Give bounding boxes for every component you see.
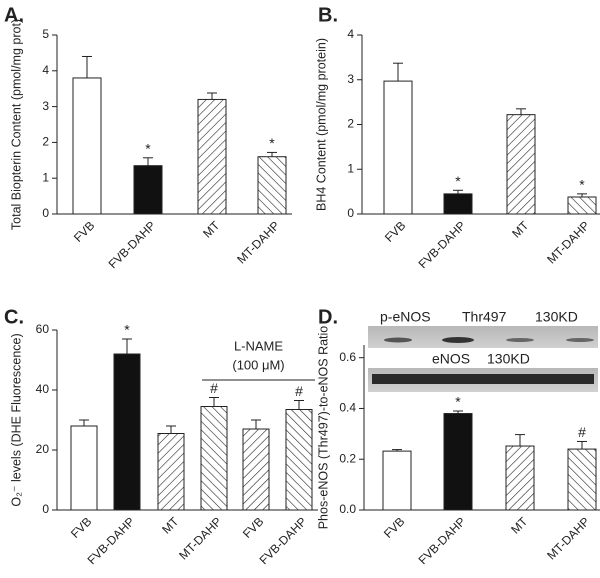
significance-marker: * — [145, 140, 151, 156]
y-tick-label: 40 — [36, 382, 50, 396]
panel-label: C. — [4, 306, 24, 328]
group-label: L-NAME — [234, 338, 283, 353]
y-tick-label: 3 — [42, 99, 49, 113]
y-tick-label: 20 — [36, 442, 50, 456]
x-tick-label: FVB-DAHP — [85, 514, 138, 567]
bar — [72, 77, 102, 215]
y-axis-label: BH4 Content (pmol/mg protein) — [314, 38, 328, 211]
error-bar — [577, 440, 587, 450]
x-tick-label: MT — [508, 514, 531, 537]
x-tick-label: MT — [200, 218, 223, 241]
error-bar — [79, 419, 89, 426]
blot-label: p-eNOS — [380, 309, 431, 325]
y-tick-label: 0.6 — [339, 350, 356, 364]
y-axis-label: O₂⁻ levels (DHE Fluorescence) — [9, 333, 23, 506]
bar — [285, 409, 313, 511]
bar — [157, 433, 185, 511]
bar — [197, 98, 227, 215]
panel-label: A. — [4, 4, 24, 26]
y-tick-label: 0.0 — [339, 502, 356, 516]
significance-marker: # — [578, 424, 586, 440]
y-axis-label: Phos-eNOS (Thr497)-to-eNOS Ratio — [316, 326, 330, 530]
significance-marker: * — [455, 394, 461, 410]
error-bar — [453, 410, 463, 414]
blot-label: Thr497 — [462, 309, 507, 325]
x-tick-label: FVB — [68, 514, 94, 540]
x-tick-label: MT — [159, 514, 182, 537]
western-blot — [368, 326, 598, 392]
bar — [133, 165, 163, 215]
y-tick-label: 1 — [42, 170, 49, 184]
significance-marker: * — [579, 177, 585, 193]
y-tick-label: 0 — [42, 206, 49, 220]
x-tick-label: MT-DAHP — [544, 218, 592, 266]
bar — [567, 448, 597, 511]
y-tick-label: 0 — [347, 206, 354, 220]
y-tick-label: 4 — [42, 63, 49, 77]
x-tick-label: FVB — [381, 514, 407, 540]
group-label: (100 μM) — [232, 357, 284, 372]
y-tick-label: 4 — [347, 27, 354, 41]
bar — [505, 445, 535, 511]
bar — [113, 353, 141, 511]
significance-marker: * — [269, 135, 275, 151]
x-tick-label: FVB-DAHP — [416, 218, 469, 271]
x-tick-label: MT-DAHP — [544, 514, 592, 562]
panel-label: B. — [318, 4, 338, 26]
error-bar — [392, 449, 402, 452]
bar — [443, 413, 473, 511]
bar — [506, 114, 536, 215]
blot-label: eNOS — [432, 351, 470, 367]
bar — [70, 425, 98, 511]
error-bar — [516, 108, 526, 115]
bar — [383, 80, 413, 215]
y-axis-label: Total Biopterin Content (pmol/mg prot) — [9, 19, 23, 230]
error-bar — [294, 400, 304, 410]
y-tick-label: 5 — [42, 27, 49, 41]
y-tick-label: 2 — [347, 117, 354, 131]
x-tick-label: MT — [509, 218, 532, 241]
error-bar — [209, 397, 219, 407]
error-bar — [251, 419, 261, 429]
x-tick-label: FVB — [382, 218, 408, 244]
x-tick-label: FVB — [71, 218, 97, 244]
significance-marker: * — [124, 322, 130, 338]
y-tick-label: 1 — [347, 161, 354, 175]
significance-marker: * — [455, 173, 461, 189]
bar — [567, 196, 597, 215]
blot-label: 130KD — [535, 309, 578, 325]
y-tick-label: 0 — [42, 502, 49, 516]
error-bar — [166, 425, 176, 434]
bar — [242, 428, 270, 511]
x-tick-label: FVB-DAHP — [106, 218, 159, 271]
error-bar — [453, 189, 463, 194]
significance-marker: # — [295, 383, 303, 399]
x-tick-label: FVB-DAHP — [416, 514, 469, 567]
y-tick-label: 60 — [36, 322, 50, 336]
panel-label: D. — [318, 306, 338, 328]
error-bar — [393, 62, 403, 82]
y-tick-label: 2 — [42, 135, 49, 149]
bar — [257, 156, 287, 215]
y-tick-label: 3 — [347, 72, 354, 86]
y-tick-label: 0.4 — [339, 401, 356, 415]
x-tick-label: FVB-DAHP — [257, 514, 310, 567]
bar — [382, 450, 412, 511]
error-bar — [577, 193, 587, 197]
error-bar — [515, 434, 525, 447]
x-tick-label: MT-DAHP — [234, 218, 282, 266]
error-bar — [143, 157, 153, 166]
x-tick-label: FVB — [240, 514, 266, 540]
bar — [443, 193, 473, 215]
error-bar — [82, 55, 92, 78]
bar — [200, 406, 228, 511]
error-bar — [267, 151, 277, 157]
blot-label: 130KD — [487, 351, 530, 367]
y-tick-label: 0.2 — [339, 451, 356, 465]
error-bar — [207, 92, 217, 100]
x-tick-label: MT-DAHP — [176, 514, 224, 562]
error-bar — [122, 338, 132, 354]
significance-marker: # — [210, 380, 218, 396]
